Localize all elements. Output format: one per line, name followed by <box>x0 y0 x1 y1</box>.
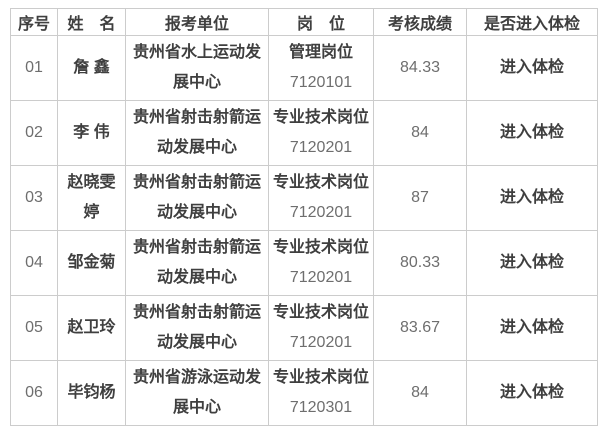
cell-score: 84.33 <box>373 35 467 101</box>
table-row: 05 赵卫玲 贵州省射击射箭运动发展中心 专业技术岗位 7120201 83.6… <box>10 295 598 361</box>
cell-unit: 贵州省游泳运动发展中心 <box>125 360 269 426</box>
cell-score: 80.33 <box>373 230 467 296</box>
cell-score: 84 <box>373 100 467 166</box>
post-title: 专业技术岗位 <box>272 239 369 256</box>
cell-check: 进入体检 <box>466 230 598 296</box>
cell-unit: 贵州省射击射箭运动发展中心 <box>125 165 269 231</box>
cell-unit: 贵州省水上运动发展中心 <box>125 35 269 101</box>
post-code: 7120201 <box>289 204 353 221</box>
cell-score: 87 <box>373 165 467 231</box>
post-code: 7120201 <box>289 139 353 156</box>
cell-no: 05 <box>10 295 58 361</box>
post-title: 专业技术岗位 <box>272 304 369 321</box>
post-code: 7120201 <box>289 269 353 286</box>
cell-post: 专业技术岗位 7120201 <box>268 230 374 296</box>
cell-name: 詹 鑫 <box>57 35 126 101</box>
table-row: 01 詹 鑫 贵州省水上运动发展中心 管理岗位 7120101 84.33 进入… <box>10 35 598 101</box>
post-title: 专业技术岗位 <box>272 109 369 126</box>
column-header-check: 是否进入体检 <box>466 8 598 36</box>
post-title: 专业技术岗位 <box>272 369 369 386</box>
cell-no: 06 <box>10 360 58 426</box>
cell-check: 进入体检 <box>466 35 598 101</box>
column-header-name: 姓 名 <box>57 8 126 36</box>
cell-check: 进入体检 <box>466 360 598 426</box>
cell-post: 专业技术岗位 7120201 <box>268 295 374 361</box>
cell-name: 赵卫玲 <box>57 295 126 361</box>
header-row: 序号 姓 名 报考单位 岗 位 考核成绩 是否进入体检 <box>10 8 598 36</box>
cell-name: 赵晓雯婷 <box>57 165 126 231</box>
cell-check: 进入体检 <box>466 295 598 361</box>
table-row: 02 李 伟 贵州省射击射箭运动发展中心 专业技术岗位 7120201 84 进… <box>10 100 598 166</box>
post-code: 7120101 <box>289 74 353 91</box>
cell-check: 进入体检 <box>466 165 598 231</box>
cell-score: 83.67 <box>373 295 467 361</box>
cell-check: 进入体检 <box>466 100 598 166</box>
table-row: 04 邹金菊 贵州省射击射箭运动发展中心 专业技术岗位 7120201 80.3… <box>10 230 598 296</box>
cell-no: 03 <box>10 165 58 231</box>
column-header-post: 岗 位 <box>268 8 374 36</box>
table-row: 03 赵晓雯婷 贵州省射击射箭运动发展中心 专业技术岗位 7120201 87 … <box>10 165 598 231</box>
cell-unit: 贵州省射击射箭运动发展中心 <box>125 100 269 166</box>
column-header-no: 序号 <box>10 8 58 36</box>
cell-post: 专业技术岗位 7120201 <box>268 100 374 166</box>
cell-score: 84 <box>373 360 467 426</box>
post-code: 7120201 <box>289 334 353 351</box>
cell-no: 02 <box>10 100 58 166</box>
post-title: 专业技术岗位 <box>272 174 369 191</box>
cell-post: 管理岗位 7120101 <box>268 35 374 101</box>
cell-unit: 贵州省射击射箭运动发展中心 <box>125 295 269 361</box>
cell-name: 李 伟 <box>57 100 126 166</box>
post-code: 7120301 <box>289 399 353 416</box>
cell-post: 专业技术岗位 7120201 <box>268 165 374 231</box>
table-row: 06 毕钧杨 贵州省游泳运动发展中心 专业技术岗位 7120301 84 进入体… <box>10 360 598 426</box>
column-header-score: 考核成绩 <box>373 8 467 36</box>
column-header-unit: 报考单位 <box>125 8 269 36</box>
cell-name: 邹金菊 <box>57 230 126 296</box>
cell-no: 04 <box>10 230 58 296</box>
post-title: 管理岗位 <box>288 44 353 61</box>
cell-unit: 贵州省射击射箭运动发展中心 <box>125 230 269 296</box>
exam-results-table: 序号 姓 名 报考单位 岗 位 考核成绩 是否进入体检 01 詹 鑫 贵州省水上… <box>10 8 598 426</box>
cell-no: 01 <box>10 35 58 101</box>
cell-post: 专业技术岗位 7120301 <box>268 360 374 426</box>
cell-name: 毕钧杨 <box>57 360 126 426</box>
